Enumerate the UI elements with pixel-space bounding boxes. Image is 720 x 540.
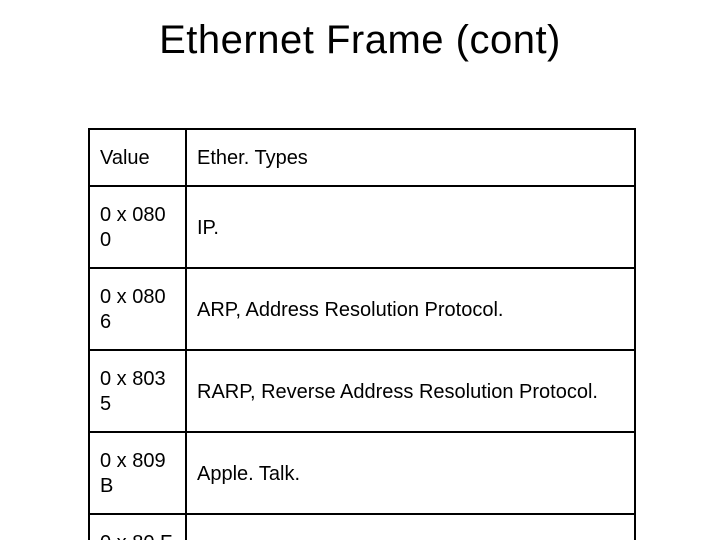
cell-value: 0 x 809 B [90, 432, 186, 514]
table-header-row: Value Ether. Types [90, 130, 634, 186]
cell-desc: RARP, Reverse Address Resolution Protoco… [186, 350, 634, 432]
slide: Ethernet Frame (cont) Value Ether. Types… [0, 0, 720, 540]
cell-desc: Apple. Talk. [186, 432, 634, 514]
cell-desc: IP. [186, 186, 634, 268]
table-row: 0 x 809 B Apple. Talk. [90, 432, 634, 514]
cell-value: 0 x 80 F 3 [90, 514, 186, 540]
cell-value: 0 x 803 5 [90, 350, 186, 432]
table-row: 0 x 080 0 IP. [90, 186, 634, 268]
table-row: 0 x 803 5 RARP, Reverse Address Resoluti… [90, 350, 634, 432]
ethertype-table: Value Ether. Types 0 x 080 0 IP. 0 x 080… [88, 128, 636, 540]
table-row: 0 x 80 F 3 Apple. Talk ARP. [90, 514, 634, 540]
cell-value: 0 x 080 0 [90, 186, 186, 268]
cell-desc: ARP, Address Resolution Protocol. [186, 268, 634, 350]
cell-desc: Apple. Talk ARP. [186, 514, 634, 540]
table: Value Ether. Types 0 x 080 0 IP. 0 x 080… [90, 130, 634, 540]
cell-value: 0 x 080 6 [90, 268, 186, 350]
table-row: 0 x 080 6 ARP, Address Resolution Protoc… [90, 268, 634, 350]
header-cell-ethertypes: Ether. Types [186, 130, 634, 186]
header-cell-value: Value [90, 130, 186, 186]
slide-title: Ethernet Frame (cont) [0, 18, 720, 63]
